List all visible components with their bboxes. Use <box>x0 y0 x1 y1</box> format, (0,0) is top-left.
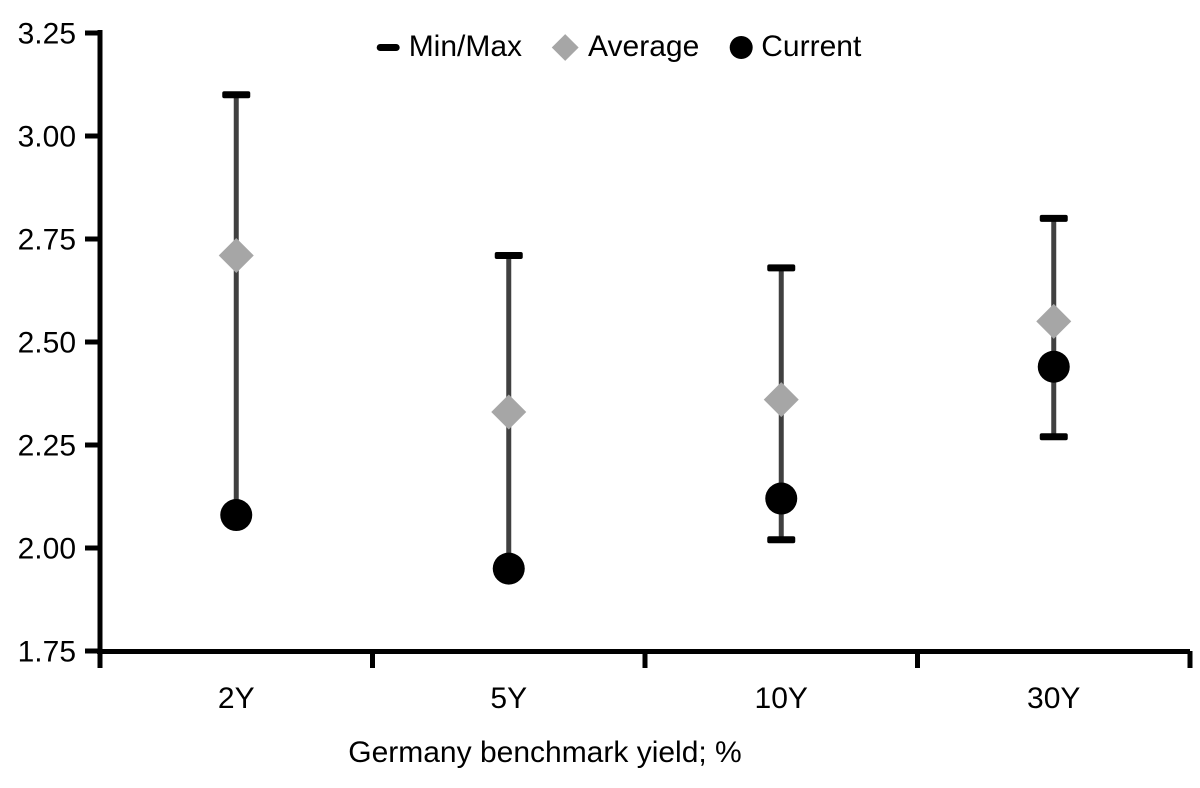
y-tick-label: 2.50 <box>18 327 76 360</box>
min-cap-30Y <box>1039 433 1068 441</box>
current-marker-2Y <box>220 499 253 532</box>
legend: Min/Max Average Current <box>376 30 861 64</box>
legend-label: Min/Max <box>408 30 523 63</box>
current-marker-30Y <box>1037 350 1070 383</box>
x-category-label: 30Y <box>1027 682 1080 715</box>
circle-legend-icon <box>729 35 753 59</box>
legend-item-min-max: Min/Max <box>376 30 523 64</box>
y-tick-label: 3.25 <box>18 18 76 51</box>
current-marker-10Y <box>765 482 798 515</box>
legend-item-current: Current <box>729 30 861 64</box>
legend-label: Average <box>588 30 700 63</box>
max-cap-5Y <box>494 251 523 259</box>
y-tick-label: 1.75 <box>18 636 76 669</box>
x-category-label: 2Y <box>218 682 255 715</box>
x-category-label: 10Y <box>755 682 808 715</box>
average-marker-5Y <box>491 394 527 430</box>
legend-item-average: Average <box>552 30 699 64</box>
legend-label: Current <box>761 30 862 63</box>
y-tick-label: 2.25 <box>18 430 76 463</box>
average-marker-30Y <box>1036 303 1072 339</box>
max-cap-2Y <box>222 91 251 99</box>
average-marker-10Y <box>763 382 799 418</box>
min-cap-10Y <box>767 536 796 544</box>
x-category-label: 5Y <box>490 682 527 715</box>
diamond-legend-icon <box>552 33 579 61</box>
max-cap-10Y <box>767 264 796 272</box>
y-tick-label: 2.75 <box>18 224 76 257</box>
average-marker-2Y <box>218 237 254 273</box>
y-tick-label: 2.00 <box>18 533 76 566</box>
max-cap-30Y <box>1039 214 1068 222</box>
range-legend-icon <box>376 43 400 51</box>
y-tick-label: 3.00 <box>18 121 76 154</box>
current-marker-5Y <box>492 552 525 585</box>
x-axis-title: Germany benchmark yield; % <box>348 736 742 769</box>
